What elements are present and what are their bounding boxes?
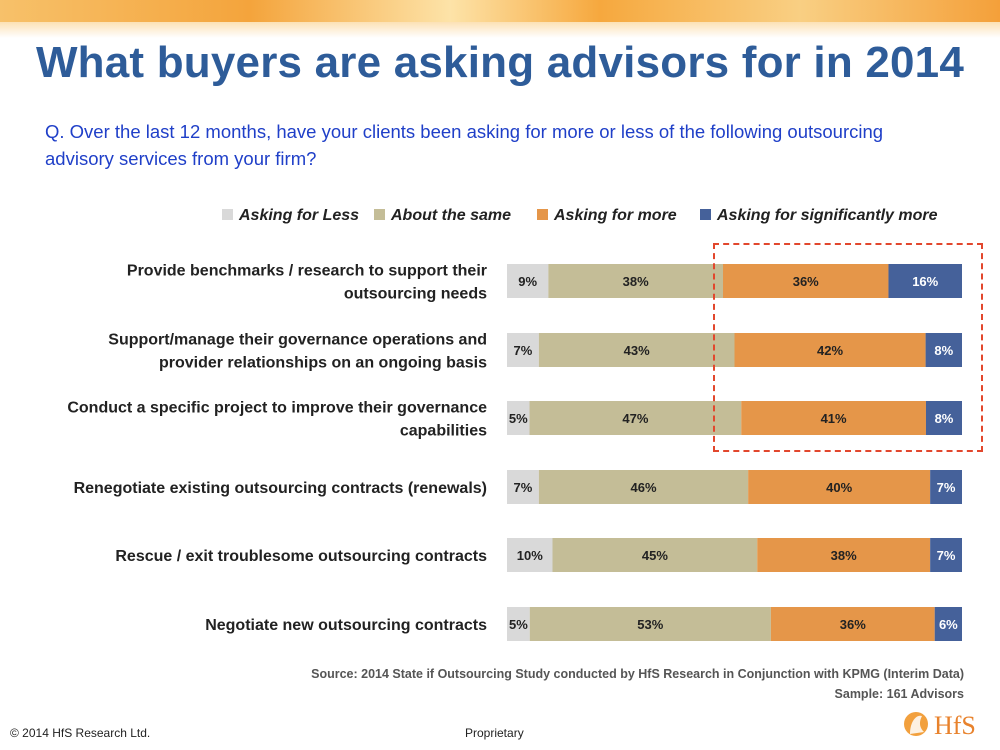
bar-segment [538, 470, 749, 504]
bar-segment [770, 607, 935, 641]
data-label: 38% [831, 548, 857, 563]
legend-label-about-the-same: About the same [391, 207, 512, 224]
category-label: provider relationships on an ongoing bas… [159, 355, 487, 372]
category-label: Negotiate new outsourcing contracts [205, 617, 487, 634]
bar-segment [757, 538, 931, 572]
bar-segment [888, 264, 962, 298]
legend-item-asking-for-significantly-more: Asking for significantly more [700, 207, 937, 225]
bar-segment [538, 333, 735, 367]
data-label: 36% [840, 617, 866, 632]
logo-text: HfS [934, 711, 976, 740]
legend-swatch-asking-for-less [222, 209, 233, 220]
data-label: 7% [514, 343, 533, 358]
bar-segment [734, 333, 926, 367]
bar-segment [930, 470, 962, 504]
data-label: 42% [817, 343, 843, 358]
data-label: 16% [912, 274, 938, 289]
bar-segment [507, 264, 549, 298]
bar-segment [548, 264, 724, 298]
slide-title: What buyers are asking advisors for in 2… [35, 38, 965, 87]
bar-segment [507, 607, 530, 641]
bar-segment [507, 538, 553, 572]
data-label: 8% [935, 411, 954, 426]
category-label: Renegotiate existing outsourcing contrac… [74, 480, 487, 497]
bar-segment [507, 470, 539, 504]
hfs-logo: HfS [904, 711, 976, 740]
data-label: 47% [622, 411, 648, 426]
legend-item-asking-for-less: Asking for Less [222, 207, 359, 225]
bar-segment [552, 538, 758, 572]
bar-segment [529, 607, 771, 641]
sample-size: Sample: 161 Advisors [834, 687, 964, 701]
category-label: capabilities [400, 423, 487, 440]
data-label: 6% [939, 617, 958, 632]
data-label: 45% [642, 548, 668, 563]
data-label: 38% [623, 274, 649, 289]
bar-segment [741, 401, 926, 435]
top-banner-glow [0, 0, 1000, 22]
legend-label-asking-for-more: Asking for more [554, 207, 677, 224]
legend-item-asking-for-more: Asking for more [537, 207, 677, 225]
category-label: Rescue / exit troublesome outsourcing co… [115, 548, 487, 565]
data-label: 41% [821, 411, 847, 426]
legend-swatch-about-the-same [374, 209, 385, 220]
legend-swatch-asking-for-more [537, 209, 548, 220]
bar-segment [925, 333, 962, 367]
category-label: outsourcing needs [344, 286, 487, 303]
top-banner-fade [0, 22, 1000, 38]
bar-segment [925, 401, 962, 435]
source-text: Source: 2014 State if Outsourcing Study … [311, 667, 964, 681]
legend-label-asking-for-significantly-more: Asking for significantly more [717, 207, 938, 224]
data-label: 7% [937, 480, 956, 495]
data-label: 40% [826, 480, 852, 495]
bar-segment [529, 401, 742, 435]
survey-question: Q. Over the last 12 months, have your cl… [45, 121, 884, 169]
data-label: 5% [509, 617, 528, 632]
legend-swatch-asking-for-significantly-more [700, 209, 711, 220]
data-label: 8% [934, 343, 953, 358]
data-label: 43% [624, 343, 650, 358]
data-label: 46% [630, 480, 656, 495]
bar-segment [723, 264, 889, 298]
legend-item-about-the-same: About the same [374, 207, 511, 225]
data-label: 53% [637, 617, 663, 632]
category-label: Conduct a specific project to improve th… [67, 400, 487, 417]
data-label: 7% [937, 548, 956, 563]
copyright: © 2014 HfS Research Ltd. [10, 726, 151, 740]
source-note: Source: 2014 State if Outsourcing Study … [311, 664, 964, 704]
category-label: Provide benchmarks / research to support… [127, 263, 487, 280]
chart-legend: Asking for Less About the same Asking fo… [222, 207, 982, 229]
legend-label-asking-for-less: Asking for Less [239, 207, 360, 224]
bar-segment [930, 538, 962, 572]
data-label: 5% [509, 411, 528, 426]
category-label: Support/manage their governance operatio… [108, 332, 487, 349]
data-label: 9% [518, 274, 537, 289]
data-label: 7% [514, 480, 533, 495]
bar-segment [507, 333, 539, 367]
proprietary-label: Proprietary [465, 726, 524, 740]
bar-segment [934, 607, 962, 641]
data-label: 10% [517, 548, 543, 563]
bar-segment [507, 401, 530, 435]
highlight-dashed-box [713, 243, 983, 452]
bar-segment [748, 470, 931, 504]
data-label: 36% [793, 274, 819, 289]
